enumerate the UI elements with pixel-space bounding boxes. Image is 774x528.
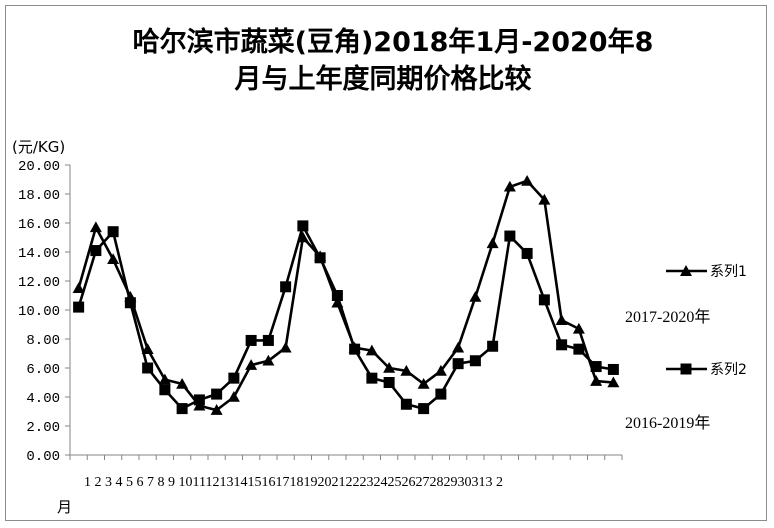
data-point-square bbox=[487, 340, 499, 352]
data-point-square bbox=[73, 301, 85, 313]
data-point-square bbox=[573, 343, 585, 355]
data-point-square bbox=[211, 388, 223, 400]
data-point-triangle bbox=[141, 343, 154, 354]
data-point-triangle bbox=[210, 404, 223, 415]
data-point-square bbox=[297, 220, 309, 232]
series-annotation-1: 2017-2020年 bbox=[625, 308, 710, 326]
data-point-triangle bbox=[521, 174, 534, 186]
data-point-square bbox=[124, 297, 136, 309]
data-point-triangle bbox=[245, 359, 258, 370]
series-line-1 bbox=[77, 179, 614, 412]
data-point-square bbox=[349, 343, 361, 355]
y-tick-label: 20.00 bbox=[18, 159, 60, 175]
legend-marker-square bbox=[680, 363, 692, 375]
data-point-square bbox=[280, 281, 292, 293]
chart-title-line-2: 月与上年度同期价格比较 bbox=[234, 63, 532, 95]
data-point-square bbox=[366, 372, 378, 384]
data-point-square bbox=[504, 230, 516, 242]
data-point-square bbox=[245, 334, 257, 346]
data-point-square bbox=[142, 362, 154, 374]
data-point-triangle bbox=[417, 377, 430, 389]
data-point-square bbox=[452, 358, 464, 370]
data-point-triangle bbox=[227, 391, 240, 402]
data-point-triangle bbox=[452, 341, 465, 353]
plot-area: 0.00 2.00 4.00 6.00 8.00 10.00 12.00 14.00 16.00… bbox=[18, 159, 747, 465]
data-point-triangle bbox=[176, 377, 189, 389]
data-point-square bbox=[607, 363, 619, 375]
data-point-square bbox=[556, 339, 568, 351]
data-point-square bbox=[314, 252, 326, 264]
data-point-triangle bbox=[279, 341, 292, 353]
data-point-triangle bbox=[158, 373, 171, 385]
data-point-square bbox=[418, 403, 430, 415]
y-tick-label: 4.00 bbox=[26, 391, 60, 407]
y-tick-label: 6.00 bbox=[26, 362, 60, 378]
data-point-square bbox=[331, 290, 343, 301]
y-tick-label: 12.00 bbox=[18, 275, 60, 291]
data-point-triangle bbox=[572, 322, 585, 334]
data-point-square bbox=[176, 403, 188, 415]
y-tick-label: 14.00 bbox=[18, 246, 60, 262]
chart-title-line-1: 哈尔滨市蔬菜(豆角)2018年1月-2020年8 bbox=[133, 26, 654, 58]
data-point-triangle bbox=[538, 193, 551, 205]
legend-label-2: 系列2 bbox=[710, 362, 747, 378]
legend-marker-triangle bbox=[680, 265, 692, 276]
chart-frame bbox=[5, 5, 767, 521]
y-tick-label: 16.00 bbox=[18, 217, 60, 233]
data-point-square bbox=[469, 355, 481, 367]
data-point-triangle bbox=[590, 375, 603, 386]
data-point-square bbox=[107, 226, 119, 238]
data-point-square bbox=[538, 294, 550, 306]
data-point-triangle bbox=[486, 237, 499, 249]
data-point-square bbox=[90, 245, 102, 257]
data-point-square bbox=[435, 388, 447, 400]
y-axis-label: (元/KG) bbox=[12, 138, 65, 156]
data-point-triangle bbox=[434, 364, 447, 376]
data-point-triangle bbox=[503, 180, 516, 192]
data-point-triangle bbox=[607, 376, 620, 388]
series-line-2 bbox=[77, 224, 614, 410]
data-point-square bbox=[159, 384, 171, 396]
x-tick-labels: 1 2 3 4 5 6 7 8 9 1011121314151617181920… bbox=[84, 475, 503, 490]
y-tick-label: 8.00 bbox=[26, 333, 60, 349]
series-annotation-2: 2016-2019年 bbox=[625, 414, 710, 432]
data-point-triangle bbox=[469, 290, 482, 302]
data-point-square bbox=[228, 372, 240, 384]
x-axis-label: 月 bbox=[57, 498, 72, 516]
data-point-square bbox=[590, 361, 602, 373]
data-point-triangle bbox=[400, 364, 413, 376]
data-point-triangle bbox=[107, 253, 120, 265]
y-tick-label: 2.00 bbox=[26, 420, 60, 436]
data-point-square bbox=[262, 334, 274, 346]
legend-label-1: 系列1 bbox=[710, 264, 747, 280]
y-tick-label: 10.00 bbox=[18, 304, 60, 320]
y-tick-label: 0.00 bbox=[26, 449, 60, 465]
data-point-square bbox=[383, 377, 395, 388]
y-tick-label: 18.00 bbox=[18, 188, 60, 204]
data-point-triangle bbox=[262, 354, 275, 366]
data-point-square bbox=[521, 247, 533, 259]
data-point-triangle bbox=[555, 314, 568, 325]
data-point-square bbox=[400, 398, 412, 410]
data-point-triangle bbox=[383, 362, 396, 373]
data-point-triangle bbox=[365, 344, 378, 356]
data-point-square bbox=[193, 394, 205, 406]
data-point-triangle bbox=[72, 282, 85, 294]
data-point-triangle bbox=[89, 221, 102, 233]
